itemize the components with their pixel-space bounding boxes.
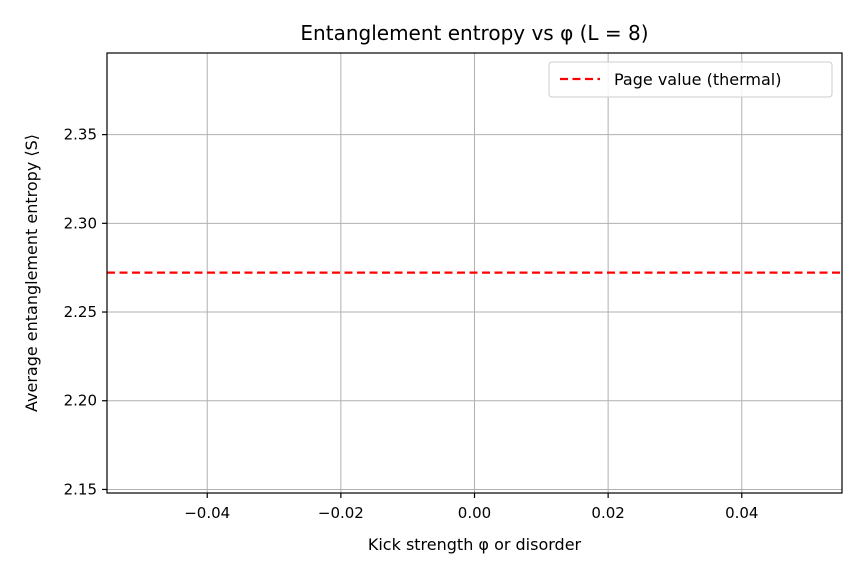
y-tick-label: 2.20 (64, 392, 97, 410)
legend-label-page-value: Page value (thermal) (614, 70, 781, 89)
x-tick-label: −0.02 (318, 504, 364, 522)
x-tick-label: −0.04 (184, 504, 230, 522)
y-axis-ticks: 2.15 2.20 2.25 2.30 2.35 (64, 126, 107, 498)
y-tick-label: 2.25 (64, 303, 97, 321)
grid (107, 53, 842, 493)
y-tick-label: 2.15 (64, 480, 97, 498)
x-tick-label: 0.04 (725, 504, 758, 522)
chart-title: Entanglement entropy vs φ (L = 8) (300, 21, 648, 45)
x-tick-label: 0.00 (458, 504, 491, 522)
y-axis-label: Average entanglement entropy ⟨S⟩ (22, 134, 41, 412)
x-axis-ticks: −0.04 −0.02 0.00 0.02 0.04 (184, 493, 758, 522)
y-tick-label: 2.30 (64, 214, 97, 232)
x-axis-label: Kick strength φ or disorder (368, 535, 582, 554)
x-tick-label: 0.02 (591, 504, 624, 522)
y-tick-label: 2.35 (64, 126, 97, 144)
legend-box (548, 61, 833, 98)
legend: Page value (thermal) (548, 61, 833, 98)
